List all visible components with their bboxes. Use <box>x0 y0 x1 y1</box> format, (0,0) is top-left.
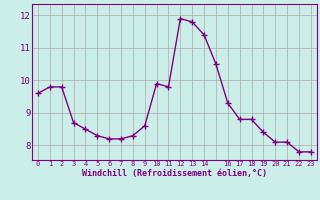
X-axis label: Windchill (Refroidissement éolien,°C): Windchill (Refroidissement éolien,°C) <box>82 169 267 178</box>
